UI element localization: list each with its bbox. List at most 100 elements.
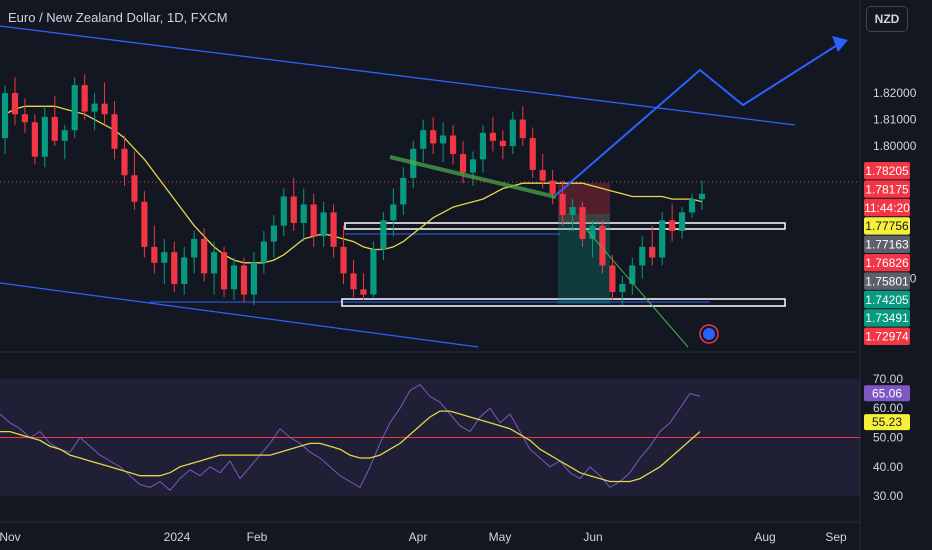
support-zone xyxy=(341,298,786,307)
rsi-tick-label: 30.00 xyxy=(873,489,903,503)
candle xyxy=(340,246,347,274)
channel-lower-line xyxy=(0,282,479,348)
candle xyxy=(260,241,267,263)
candle xyxy=(499,140,506,147)
candle xyxy=(41,116,48,157)
price-label: 1.77756 xyxy=(865,219,909,233)
candle xyxy=(579,207,586,239)
candle xyxy=(549,180,556,194)
rsi-value-label-box xyxy=(864,414,910,431)
candle xyxy=(51,116,58,141)
candle xyxy=(529,138,536,170)
candle xyxy=(459,154,467,173)
candle xyxy=(440,135,447,144)
candle xyxy=(539,169,546,181)
event-marker-ring xyxy=(699,324,719,344)
candle xyxy=(469,159,477,173)
time-tick-label: Feb xyxy=(247,530,268,544)
candle xyxy=(449,135,457,155)
candle xyxy=(31,122,38,157)
price-label: 1.73491 xyxy=(865,311,909,325)
time-tick-label: Sep xyxy=(825,530,847,544)
price-label-box xyxy=(864,290,910,309)
candle xyxy=(310,204,317,237)
price-label-box xyxy=(864,254,910,272)
candle xyxy=(81,85,88,112)
candle xyxy=(479,132,487,160)
candle xyxy=(390,204,397,221)
rsi-value-label: 55.23 xyxy=(872,415,902,429)
rsi-tick-label: 40.00 xyxy=(873,460,903,474)
time-tick-label: Apr xyxy=(409,530,428,544)
price-tick-label: 1.82000 xyxy=(873,86,917,100)
candle xyxy=(589,225,596,239)
candle xyxy=(360,289,367,295)
candle xyxy=(141,201,148,247)
price-label: 1.74205 xyxy=(865,293,909,307)
candle xyxy=(91,103,98,112)
candle xyxy=(370,249,377,295)
candle xyxy=(559,193,566,216)
price-label-box xyxy=(864,327,910,345)
rsi-value-label: 65.06 xyxy=(872,386,902,400)
currency-badge[interactable]: NZD xyxy=(866,6,908,32)
price-label-box xyxy=(864,162,910,180)
event-marker-icon xyxy=(703,328,715,340)
candle xyxy=(300,204,307,223)
candle xyxy=(688,199,696,213)
candle xyxy=(280,196,287,226)
candle xyxy=(639,246,646,266)
candle xyxy=(599,225,606,266)
candle xyxy=(430,130,437,144)
resistance-zone xyxy=(344,222,786,230)
candle xyxy=(609,265,616,292)
candle xyxy=(629,265,636,284)
price-label-box xyxy=(864,272,910,290)
projection-arrowhead xyxy=(832,36,848,52)
candle xyxy=(11,93,19,115)
time-tick-label: Aug xyxy=(754,530,775,544)
candle xyxy=(489,132,496,141)
price-label-box xyxy=(864,309,910,327)
candle xyxy=(211,252,218,274)
price-label: 11:44:20 xyxy=(864,201,910,215)
candle xyxy=(698,193,706,200)
price-tick-label: 1.80000 xyxy=(873,139,917,153)
projection-down-line xyxy=(584,227,689,348)
price-label: 1.77163 xyxy=(865,238,909,252)
candle xyxy=(509,119,516,147)
price-label-box xyxy=(864,180,910,198)
candle xyxy=(290,196,297,223)
candle xyxy=(619,284,626,292)
candle xyxy=(678,212,686,231)
candle xyxy=(380,220,387,250)
candle xyxy=(420,130,427,149)
candle xyxy=(669,220,676,231)
candle xyxy=(350,273,357,290)
moving-average-line xyxy=(4,105,703,264)
candle xyxy=(161,252,168,263)
time-tick-label: Jun xyxy=(583,530,602,544)
time-tick-label: Nov xyxy=(0,530,21,544)
candle xyxy=(101,103,108,115)
price-label: 1.78205 xyxy=(865,164,909,178)
candle xyxy=(320,212,327,237)
price-label: 1.78175 xyxy=(865,182,909,196)
rsi-tick-label: 50.00 xyxy=(873,431,903,445)
candle xyxy=(121,148,128,176)
candle xyxy=(519,119,526,139)
candle xyxy=(71,85,78,131)
candle xyxy=(191,238,198,258)
candle xyxy=(220,252,228,290)
rsi-line xyxy=(0,384,701,492)
candle xyxy=(171,252,178,284)
price-label: 1.72974 xyxy=(865,330,909,344)
price-label-box xyxy=(864,217,910,235)
price-label-box xyxy=(864,235,910,253)
rsi-value-label-box xyxy=(864,385,910,402)
candle xyxy=(61,130,68,141)
candle xyxy=(659,220,666,258)
rsi-tick-label: 60.00 xyxy=(873,401,903,415)
time-tick-label: May xyxy=(489,530,512,544)
